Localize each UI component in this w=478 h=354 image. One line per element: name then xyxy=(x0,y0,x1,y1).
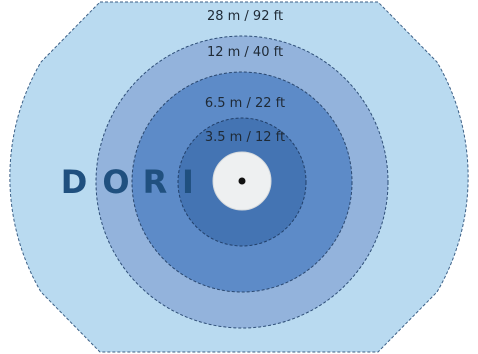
label-3-5m: 3.5 m / 12 ft xyxy=(205,130,285,145)
label-6-5m: 6.5 m / 22 ft xyxy=(205,96,285,111)
dori-letter-i: I xyxy=(182,163,194,201)
label-12m: 12 m / 40 ft xyxy=(207,45,283,60)
camera-center-dot xyxy=(238,177,246,185)
dori-letter-o: O xyxy=(102,163,129,201)
label-28m: 28 m / 92 ft xyxy=(207,9,283,24)
dori-letter-r: R xyxy=(143,163,168,201)
dori-letter-d: D xyxy=(61,163,88,201)
